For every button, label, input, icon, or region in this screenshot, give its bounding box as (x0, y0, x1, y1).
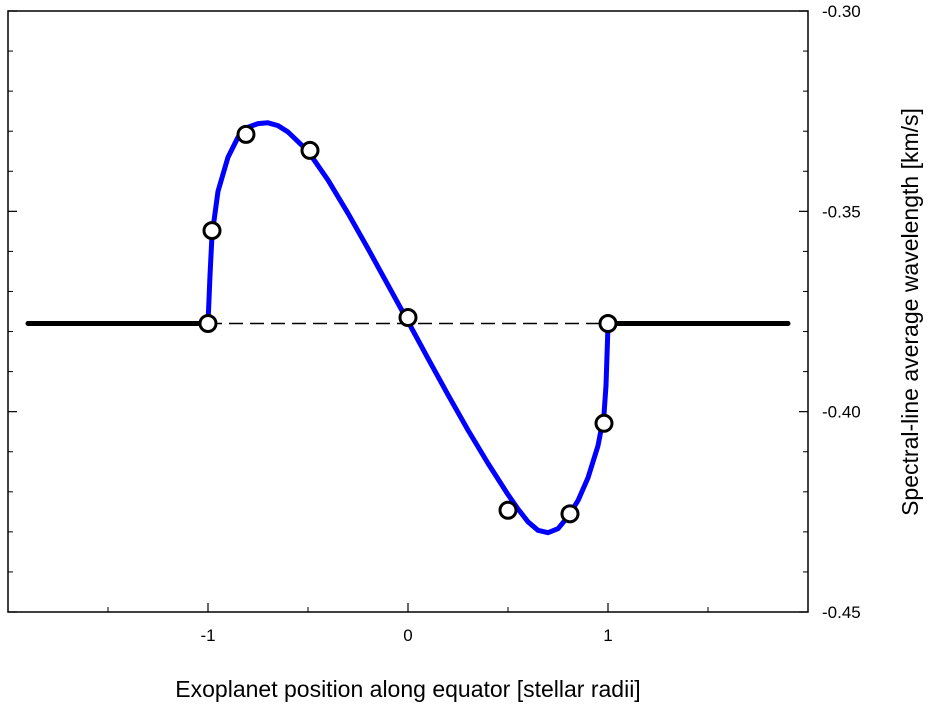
observation-point (498, 500, 518, 520)
ticks (8, 10, 808, 613)
observation-point (398, 308, 418, 328)
x-axis-title: Exoplanet position along equator [stella… (175, 676, 640, 702)
observation-point (202, 221, 222, 241)
observation-point (594, 413, 614, 433)
y-axis-title: Spectral-line average wavelength [km/s] (897, 108, 923, 516)
tick-labels: -1 0 1 -0.30 -0.35 -0.40 -0.45 (200, 2, 860, 645)
x-tick-label: -1 (200, 626, 215, 645)
y-tick-label: -0.30 (822, 2, 861, 21)
observation-point (598, 314, 618, 334)
y-tick-label: -0.40 (822, 403, 861, 422)
series-layer (25, 120, 791, 536)
x-tick-label: 0 (403, 626, 412, 645)
observation-point (236, 124, 256, 144)
y-tick-label: -0.45 (822, 603, 861, 622)
model-curve-line (205, 120, 611, 536)
observation-point (198, 314, 218, 334)
y-tick-label: -0.35 (822, 202, 861, 221)
x-tick-label: 1 (603, 626, 612, 645)
marker-layer (198, 124, 618, 524)
observation-point (560, 504, 580, 524)
observation-point (300, 140, 320, 160)
